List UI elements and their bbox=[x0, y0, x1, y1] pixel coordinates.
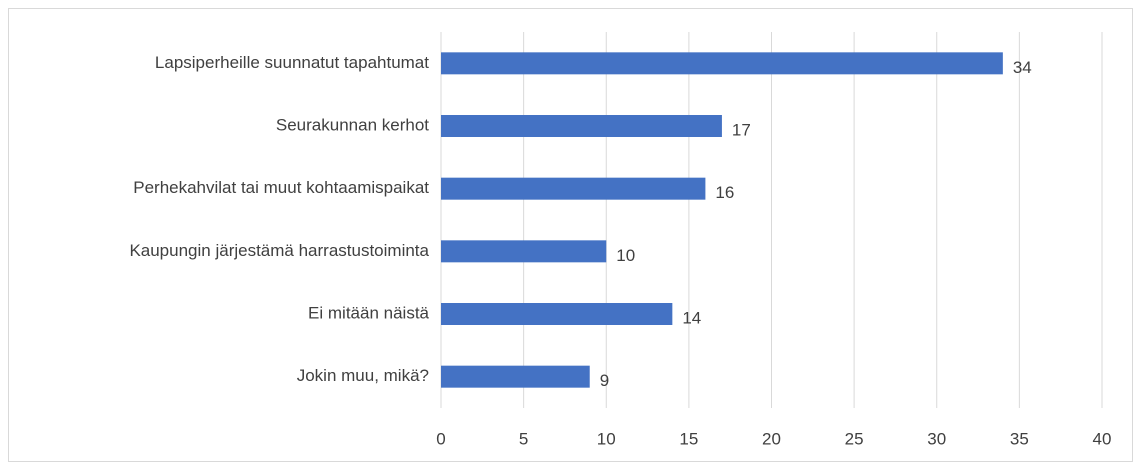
data-label: 17 bbox=[732, 120, 751, 139]
x-tick-label: 20 bbox=[762, 429, 781, 448]
x-tick-label: 40 bbox=[1093, 429, 1112, 448]
bar bbox=[441, 240, 607, 263]
y-tick-label: Lapsiperheille suunnatut tapahtumat bbox=[155, 53, 429, 72]
x-tick-label: 30 bbox=[927, 429, 946, 448]
data-label: 34 bbox=[1013, 58, 1032, 77]
bar bbox=[441, 115, 722, 137]
x-tick-label: 25 bbox=[845, 429, 864, 448]
bar bbox=[441, 52, 1003, 75]
y-tick-label: Kaupungin järjestämä harrastustoiminta bbox=[129, 241, 429, 260]
x-tick-label: 10 bbox=[597, 429, 616, 448]
chart-frame bbox=[8, 8, 1133, 462]
data-label: 14 bbox=[682, 308, 701, 327]
x-tick-label: 15 bbox=[679, 429, 698, 448]
y-tick-label: Ei mitään näistä bbox=[308, 303, 429, 322]
bar bbox=[441, 365, 590, 388]
x-tick-label: 35 bbox=[1010, 429, 1029, 448]
bar bbox=[441, 303, 673, 325]
data-label: 10 bbox=[616, 246, 635, 265]
x-tick-label: 0 bbox=[436, 429, 445, 448]
data-label: 16 bbox=[715, 183, 734, 202]
y-tick-label: Seurakunnan kerhot bbox=[276, 115, 429, 134]
y-tick-label: Perhekahvilat tai muut kohtaamispaikat bbox=[133, 178, 429, 197]
data-label: 9 bbox=[600, 371, 609, 390]
bar bbox=[441, 177, 706, 200]
x-tick-label: 5 bbox=[519, 429, 528, 448]
y-tick-label: Jokin muu, mikä? bbox=[297, 366, 429, 385]
